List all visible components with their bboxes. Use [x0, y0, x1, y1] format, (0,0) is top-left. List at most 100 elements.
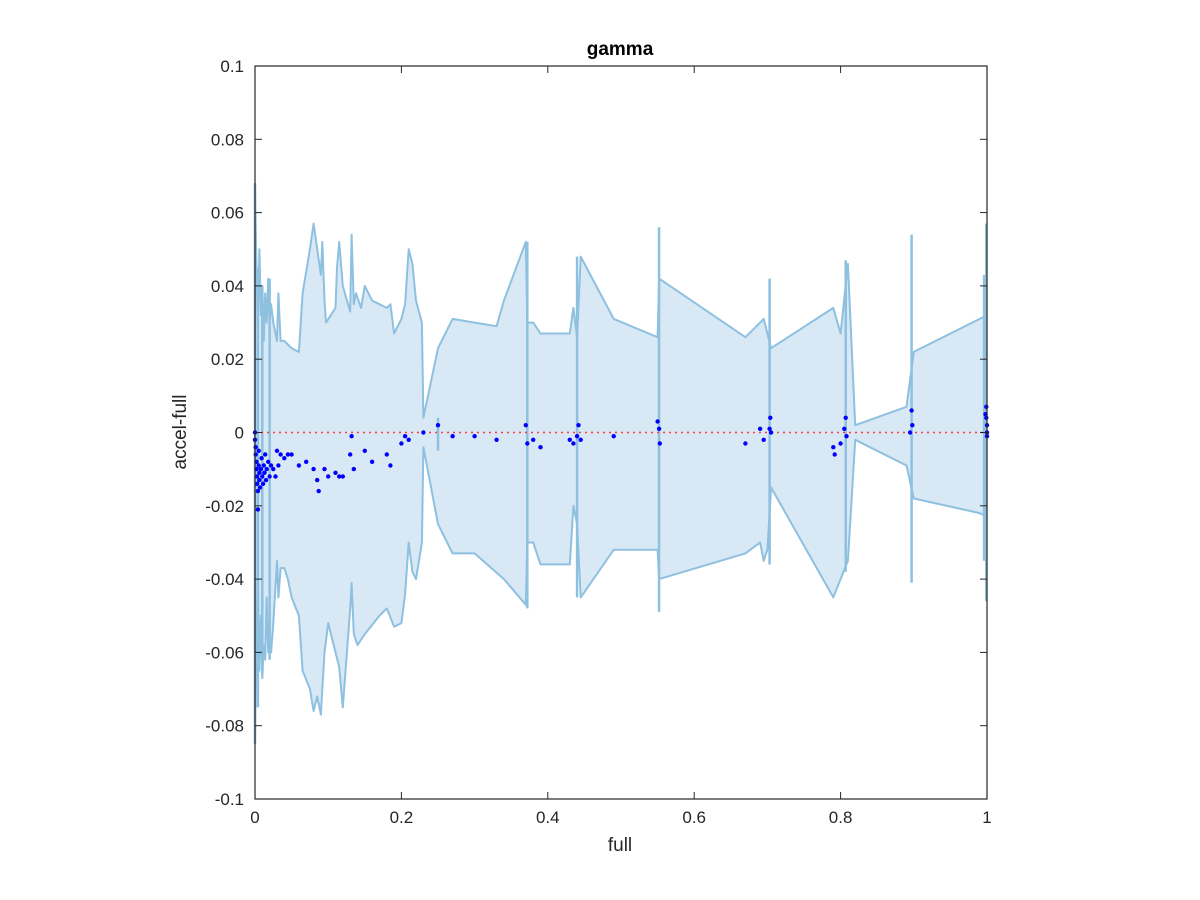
data-point — [450, 434, 455, 439]
y-tick-label: -0.02 — [205, 497, 244, 516]
data-point — [388, 463, 393, 468]
data-point — [326, 474, 331, 479]
y-tick-label: -0.1 — [215, 790, 244, 809]
data-point — [255, 488, 261, 494]
data-point — [316, 488, 321, 494]
data-point — [322, 466, 327, 472]
y-axis-ticks: -0.1 -0.08 -0.06 -0.04 -0.02 0 0.02 0.04 0.06 0.0… — [205, 57, 987, 809]
y-tick-label: 0 — [235, 424, 244, 443]
data-point — [472, 434, 477, 439]
data-point — [262, 470, 267, 475]
y-tick-label: -0.08 — [205, 717, 244, 736]
data-point — [253, 452, 258, 457]
data-point — [362, 448, 367, 453]
data-point — [285, 452, 291, 457]
data-point — [838, 441, 843, 446]
y-axis-label: accel-full — [170, 395, 191, 470]
data-point — [311, 466, 316, 472]
data-point — [832, 452, 837, 457]
data-point — [909, 408, 914, 413]
data-point — [259, 456, 264, 461]
x-tick-label: 0.2 — [390, 808, 414, 827]
data-point — [268, 463, 274, 468]
data-point — [263, 452, 268, 457]
data-point — [304, 459, 309, 464]
data-point — [256, 463, 261, 468]
data-point — [842, 426, 847, 431]
data-point — [337, 474, 342, 479]
data-point — [315, 477, 320, 483]
data-point — [257, 470, 262, 475]
data-point — [578, 437, 583, 442]
y-tick-label: -0.04 — [205, 570, 244, 589]
data-point — [260, 474, 265, 479]
data-point — [757, 426, 763, 431]
data-point — [538, 445, 543, 450]
x-tick-label: 0 — [250, 808, 259, 827]
data-point — [349, 434, 354, 439]
data-point — [348, 452, 353, 457]
data-point — [611, 434, 616, 439]
chart-title: gamma — [587, 39, 654, 60]
data-point — [369, 459, 375, 464]
data-point — [253, 445, 258, 450]
x-tick-label: 0.8 — [829, 808, 853, 827]
data-point — [421, 430, 426, 435]
x-axis-ticks: 0 0.2 0.4 0.6 0.8 1 — [250, 66, 992, 827]
data-point — [274, 448, 280, 453]
data-point — [402, 434, 408, 439]
data-point — [523, 423, 528, 428]
data-point — [399, 441, 404, 446]
data-point — [384, 452, 389, 457]
data-point — [761, 437, 766, 442]
data-point — [567, 437, 572, 442]
data-point — [271, 466, 276, 472]
data-point — [767, 426, 772, 431]
y-tick-label: 0.08 — [211, 130, 244, 149]
data-point — [831, 445, 836, 450]
data-point — [574, 434, 580, 439]
y-tick-label: 0.04 — [211, 277, 244, 296]
data-point — [282, 456, 287, 461]
data-point — [525, 441, 530, 446]
data-point — [743, 441, 748, 446]
data-point — [276, 463, 281, 468]
data-point — [340, 474, 345, 479]
data-point — [266, 459, 271, 464]
band-area — [255, 183, 987, 745]
data-point — [576, 423, 581, 428]
data-point — [261, 463, 266, 468]
data-point — [844, 434, 849, 439]
data-point — [571, 441, 576, 446]
confidence-band — [253, 183, 988, 745]
data-point — [263, 477, 269, 483]
data-point — [531, 437, 536, 442]
data-point — [255, 474, 260, 479]
data-point — [264, 466, 269, 472]
y-tick-label: 0.02 — [211, 350, 244, 369]
y-tick-label: -0.06 — [205, 643, 244, 662]
data-point — [289, 452, 294, 457]
data-point — [256, 448, 261, 453]
x-tick-label: 1 — [982, 808, 991, 827]
data-point — [494, 437, 499, 442]
data-point — [907, 430, 913, 435]
data-point — [655, 419, 660, 424]
data-point — [255, 481, 260, 486]
data-point — [258, 466, 264, 472]
data-point — [257, 477, 262, 483]
y-tick-label: 0.1 — [220, 57, 244, 76]
data-point — [278, 452, 283, 457]
x-tick-label: 0.6 — [682, 808, 706, 827]
data-point — [333, 470, 338, 475]
data-point — [255, 507, 261, 512]
data-point — [435, 423, 441, 428]
data-point — [260, 481, 266, 486]
x-tick-label: 0.4 — [536, 808, 560, 827]
data-point — [768, 430, 774, 435]
data-point — [657, 441, 662, 446]
data-point — [910, 423, 915, 428]
data-point — [273, 474, 278, 479]
data-point — [406, 437, 411, 442]
data-point — [296, 463, 302, 468]
